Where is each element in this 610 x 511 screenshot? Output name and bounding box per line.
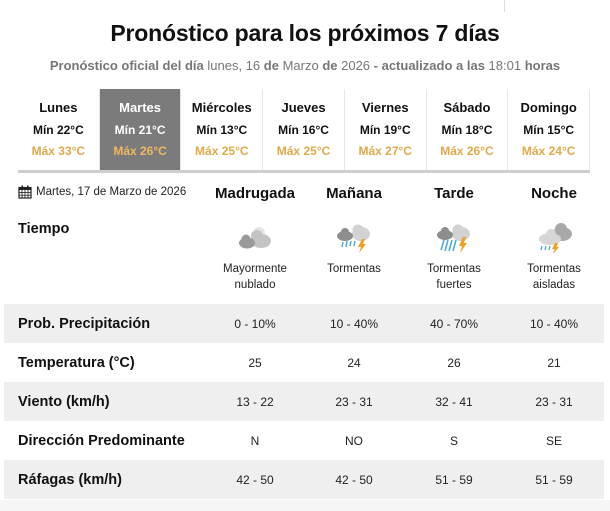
period-tarde: Tarde (434, 185, 474, 202)
row-label: Prob. Precipitación (18, 315, 151, 332)
tab-viernes[interactable]: Viernes Mín 19°C Máx 27°C (344, 89, 427, 170)
heavy-thunderstorm-icon (437, 224, 470, 253)
cell-value: NO (345, 433, 363, 448)
cell-value: 32 - 41 (435, 394, 473, 409)
day-name: Martes (119, 100, 162, 115)
cell-value: 51 - 59 (535, 472, 573, 487)
calendar-icon (18, 185, 32, 199)
day-name: Viernes (361, 100, 409, 115)
day-name: Lunes (39, 100, 78, 115)
day-name: Miércoles (191, 100, 252, 115)
cell-value: 23 - 31 (535, 394, 573, 409)
subtitle-de: de (263, 58, 279, 73)
weather-desc-line: Tormentas (327, 263, 381, 275)
day-max-temp: Máx 25°C (276, 144, 331, 158)
cell-value: 42 - 50 (236, 472, 274, 487)
day-max-temp: Máx 24°C (521, 144, 576, 158)
day-max-temp: Máx 26°C (113, 144, 167, 158)
selected-date: Martes, 17 de Marzo de 2026 (18, 185, 186, 199)
tab-lunes[interactable]: Lunes Mín 22°C Máx 33°C (18, 89, 100, 170)
thunderstorm-icon (337, 224, 370, 253)
day-max-temp: Máx 27°C (358, 144, 412, 158)
subtitle-updated: - actualizado a las (373, 58, 485, 73)
row-label: Ráfagas (km/h) (18, 471, 122, 488)
table-row-rafagas: Ráfagas (km/h) 42 - 50 42 - 50 51 - 59 5… (4, 460, 604, 499)
tab-domingo[interactable]: Domingo Mín 15°C Máx 24°C (508, 89, 591, 170)
weather-desc-line: Mayormente (223, 263, 287, 275)
isolated-thunderstorm-icon (539, 223, 572, 254)
table-row-temperatura: Temperatura (°C) 25 24 26 21 (4, 343, 604, 382)
weather-desc-tarde: Tormentas fuertes (399, 261, 509, 293)
subtitle-year: 2026 (341, 58, 371, 73)
cell-value: 24 (347, 355, 361, 370)
subtitle-month: Marzo (282, 58, 319, 73)
cell-value: 10 - 40% (329, 316, 379, 331)
period-manana: Mañana (326, 185, 382, 202)
cell-value: 40 - 70% (429, 316, 479, 331)
day-max-temp: Máx 33°C (31, 144, 86, 158)
tab-jueves[interactable]: Jueves Mín 16°C Máx 25°C (263, 89, 345, 170)
subtitle-suffix: horas (524, 58, 561, 73)
tab-martes[interactable]: Martes Mín 21°C Máx 26°C (99, 89, 182, 170)
subtitle-prefix: Pronóstico oficial del día (49, 58, 204, 73)
row-label: Temperatura (°C) (18, 354, 135, 371)
weather-desc-line: aisladas (532, 279, 576, 291)
row-label: Dirección Predominante (18, 432, 185, 449)
weather-desc-noche: Tormentas aisladas (499, 261, 609, 293)
weather-desc-line: Tormentas (427, 263, 481, 275)
cell-value: S (449, 433, 458, 448)
table-row-viento: Viento (km/h) 13 - 22 23 - 31 32 - 41 23… (4, 382, 604, 421)
subtitle-day: lunes, 16 (207, 58, 261, 73)
cell-value: 51 - 59 (435, 472, 473, 487)
cell-value: 13 - 22 (236, 394, 274, 409)
day-min-temp: Mín 13°C (196, 123, 248, 137)
cell-value: 42 - 50 (335, 472, 373, 487)
day-min-temp: Mín 22°C (32, 123, 84, 137)
day-name: Jueves (281, 100, 326, 115)
weather-desc-line: fuertes (436, 279, 472, 291)
row-label: Viento (km/h) (18, 393, 110, 410)
subtitle-de: de (322, 58, 338, 73)
day-name: Sábado (443, 100, 491, 115)
cell-value: SE (545, 433, 562, 448)
divider (504, 0, 505, 12)
cell-value: 26 (447, 355, 461, 370)
day-min-temp: Mín 18°C (441, 123, 493, 137)
cell-value: 21 (547, 355, 561, 370)
day-min-temp: Mín 15°C (523, 123, 575, 137)
row-label-tiempo: Tiempo (18, 221, 70, 237)
bottom-strip (0, 500, 610, 511)
tab-sabado[interactable]: Sábado Mín 18°C Máx 26°C (426, 89, 509, 170)
weather-desc-line: Tormentas (527, 263, 581, 275)
tab-miercoles[interactable]: Miércoles Mín 13°C Máx 25°C (181, 89, 264, 170)
cell-value: 25 (248, 355, 262, 370)
page-subtitle: Pronóstico oficial del día lunes, 16 de … (0, 58, 610, 73)
day-tabs: Lunes Mín 22°C Máx 33°C Martes Mín 21°C … (18, 89, 591, 173)
day-min-temp: Mín 16°C (278, 123, 329, 137)
day-min-temp: Mín 21°C (114, 123, 166, 137)
day-max-temp: Máx 25°C (195, 144, 249, 158)
mostly-cloudy-icon (239, 227, 271, 249)
table-row-precipitacion: Prob. Precipitación 0 - 10% 10 - 40% 40 … (4, 304, 604, 343)
weather-desc-line: nublado (234, 279, 276, 291)
weather-desc-manana: Tormentas (299, 261, 409, 277)
cell-value: 10 - 40% (529, 316, 579, 331)
period-noche: Noche (531, 185, 577, 202)
period-madrugada: Madrugada (214, 185, 295, 202)
page-title: Pronóstico para los próximos 7 días (110, 20, 500, 46)
weather-desc-madrugada: Mayormente nublado (200, 261, 310, 293)
table-row-direccion: Dirección Predominante N NO S SE (4, 421, 604, 460)
cell-value: N (250, 433, 260, 448)
cell-value: 0 - 10% (234, 316, 276, 331)
subtitle-time: 18:01 (488, 58, 522, 73)
day-name: Domingo (520, 100, 577, 115)
cell-value: 23 - 31 (335, 394, 373, 409)
selected-date-text: Martes, 17 de Marzo de 2026 (36, 186, 187, 198)
day-max-temp: Máx 26°C (440, 144, 494, 158)
day-min-temp: Mín 19°C (359, 123, 411, 137)
